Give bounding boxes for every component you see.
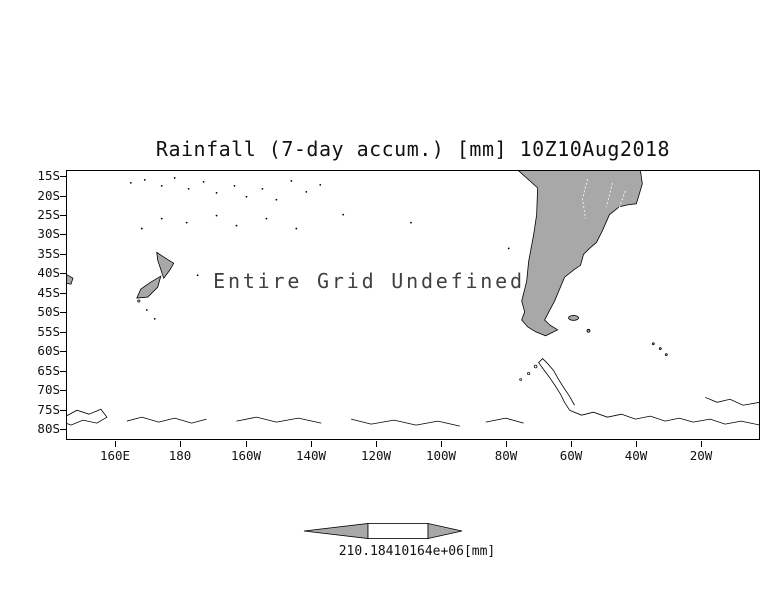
x-axis-tick-label: 160W: [230, 448, 262, 463]
x-axis-tick: [115, 441, 116, 447]
y-axis-tick: [60, 254, 66, 255]
x-axis-tick: [506, 441, 507, 447]
new-zealand-north-island: [156, 251, 175, 280]
y-axis-tick: [60, 371, 66, 372]
weddell-coastline: [569, 409, 759, 426]
y-axis-tick-label: 25S: [37, 207, 60, 222]
y-axis-tick: [60, 273, 66, 274]
colorbar-left-arrow: [303, 523, 369, 539]
y-axis-tick-label: 60S: [37, 343, 60, 358]
pacific-islands: [129, 177, 510, 320]
x-axis-tick-label: 100W: [425, 448, 457, 463]
tasmania-landmass: [67, 274, 74, 285]
y-axis-tick-label: 65S: [37, 363, 60, 378]
y-axis-tick-label: 80S: [37, 421, 60, 436]
y-axis-tick: [60, 293, 66, 294]
y-axis-tick-label: 75S: [37, 402, 60, 417]
colorbar-label: 210.18410164e+06[mm]: [338, 544, 496, 559]
plot-title: Rainfall (7-day accum.) [mm] 10Z10Aug201…: [155, 137, 671, 161]
y-axis-tick-label: 45S: [37, 285, 60, 300]
x-axis-tick: [246, 441, 247, 447]
y-axis-tick: [60, 196, 66, 197]
south-georgia-sandwich-islands: [586, 328, 668, 357]
falkland-islands: [568, 315, 579, 321]
plot-area: Entire Grid Undefined: [66, 170, 760, 440]
y-axis-tick-label: 50S: [37, 304, 60, 319]
y-axis-tick-label: 35S: [37, 246, 60, 261]
x-axis-tick: [376, 441, 377, 447]
y-axis-tick: [60, 176, 66, 177]
y-axis-tick: [60, 215, 66, 216]
y-axis-tick-label: 70S: [37, 382, 60, 397]
x-axis-tick: [571, 441, 572, 447]
peninsula-islands: [519, 364, 538, 381]
antarctic-coastline-fragment-2: [236, 416, 322, 424]
new-zealand-south-island: [136, 275, 162, 299]
ross-sea-coastline: [67, 408, 108, 426]
x-axis-tick-label: 40W: [624, 448, 648, 463]
x-axis-tick-label: 160E: [99, 448, 131, 463]
antarctic-coastline-fragment-1: [126, 416, 207, 424]
y-axis-tick-label: 20S: [37, 188, 60, 203]
y-axis-tick: [60, 351, 66, 352]
south-america-landmass: [518, 171, 643, 337]
y-axis-tick: [60, 429, 66, 430]
x-axis-tick: [701, 441, 702, 447]
y-axis-tick-label: 30S: [37, 226, 60, 241]
stewart-island: [137, 299, 141, 303]
x-axis-tick-label: 120W: [360, 448, 392, 463]
y-axis-tick: [60, 234, 66, 235]
map-coastlines-svg: [67, 171, 759, 427]
x-axis-tick: [311, 441, 312, 447]
y-axis-tick: [60, 390, 66, 391]
grid-undefined-message: Entire Grid Undefined: [213, 269, 525, 293]
y-axis-tick-label: 15S: [37, 168, 60, 183]
y-axis-tick-label: 55S: [37, 324, 60, 339]
antarctic-coastline-fragment-3: [351, 418, 460, 427]
x-axis-tick-label: 80W: [494, 448, 518, 463]
antarctic-coastline-fragment-4: [485, 417, 524, 424]
colorbar-segment: [367, 523, 429, 539]
antarctic-peninsula-coastline: [538, 358, 575, 411]
antarctic-coastline-east: [705, 396, 759, 406]
x-axis-tick: [180, 441, 181, 447]
y-axis-tick-label: 40S: [37, 265, 60, 280]
colorbar-right-arrow: [427, 523, 463, 539]
x-axis-tick-label: 20W: [689, 448, 713, 463]
colorbar: [303, 523, 463, 539]
y-axis-tick: [60, 312, 66, 313]
x-axis-tick-label: 180: [168, 448, 192, 463]
x-axis-tick-label: 60W: [559, 448, 583, 463]
south-america-rivers: [582, 178, 626, 219]
y-axis-tick: [60, 410, 66, 411]
x-axis-tick: [636, 441, 637, 447]
x-axis-tick: [441, 441, 442, 447]
x-axis-tick-label: 140W: [295, 448, 327, 463]
y-axis-tick: [60, 332, 66, 333]
